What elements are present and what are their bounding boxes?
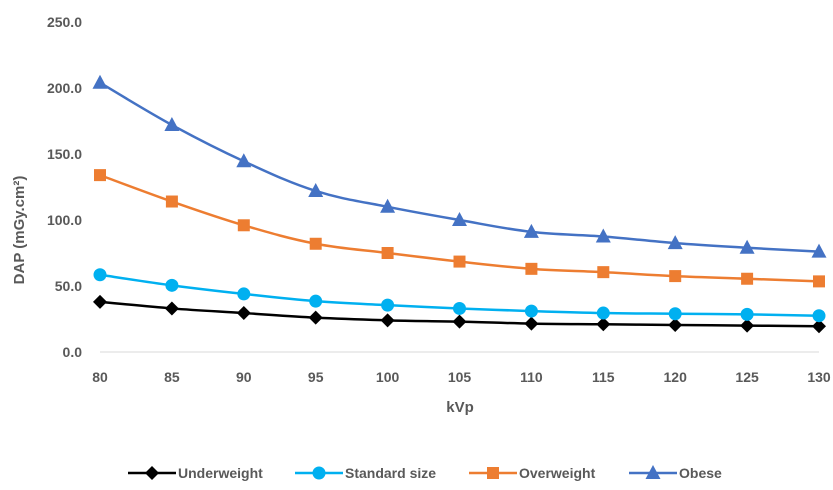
legend-label: Underweight xyxy=(178,465,263,481)
x-tick-label: 120 xyxy=(664,369,688,385)
x-tick-label: 90 xyxy=(236,369,252,385)
data-point-obese xyxy=(164,116,180,131)
legend-swatch-marker xyxy=(145,466,159,480)
data-point-standard-size xyxy=(812,309,826,323)
data-point-underweight xyxy=(452,314,467,329)
legend-item-overweight: Overweight xyxy=(469,465,596,481)
data-point-standard-size xyxy=(93,268,107,282)
data-point-obese xyxy=(380,198,396,213)
x-tick-label: 95 xyxy=(308,369,324,385)
data-point-obese xyxy=(595,228,611,243)
data-point-overweight xyxy=(381,247,394,259)
data-point-overweight xyxy=(309,237,322,250)
data-point-underweight xyxy=(380,313,395,328)
data-point-underweight xyxy=(596,317,611,332)
series-lines xyxy=(99,81,820,328)
x-tick-label: 85 xyxy=(164,369,180,385)
data-point-underweight xyxy=(164,301,179,316)
x-tick-label: 100 xyxy=(376,369,400,385)
legend: Underweight Standard size Overweight Obese xyxy=(128,465,722,481)
data-point-standard-size xyxy=(453,301,466,315)
data-point-obese xyxy=(452,212,467,226)
x-axis-label: kVp xyxy=(446,399,474,416)
x-tick-label: 130 xyxy=(807,369,831,385)
legend-swatch-marker xyxy=(645,465,661,479)
data-point-overweight xyxy=(669,270,682,283)
data-point-underweight xyxy=(668,317,683,332)
legend-label: Overweight xyxy=(519,465,596,481)
data-point-overweight xyxy=(453,255,466,268)
y-axis-ticks: 0.0 50.0 100.0 150.0 200.0 250.0 xyxy=(47,14,82,360)
data-point-underweight xyxy=(236,306,251,321)
y-tick-label: 250.0 xyxy=(47,14,82,30)
data-point-overweight xyxy=(813,275,825,288)
x-tick-label: 110 xyxy=(520,369,543,385)
y-tick-label: 150.0 xyxy=(47,146,82,162)
data-point-underweight xyxy=(93,294,107,309)
legend-label: Standard size xyxy=(345,465,436,481)
data-point-overweight xyxy=(237,219,250,232)
data-point-obese xyxy=(667,235,683,250)
y-tick-label: 0.0 xyxy=(63,344,83,360)
y-axis-label: DAP (mGy.cm²) xyxy=(11,176,28,285)
x-tick-label: 80 xyxy=(92,369,108,385)
data-point-underweight xyxy=(740,318,755,333)
data-point-underweight xyxy=(524,316,539,331)
data-point-obese xyxy=(308,182,324,197)
legend-label: Obese xyxy=(679,465,722,481)
data-point-overweight xyxy=(597,266,610,279)
x-tick-label: 105 xyxy=(448,369,472,385)
data-point-obese xyxy=(236,153,252,168)
data-point-standard-size xyxy=(381,298,395,312)
y-tick-label: 100.0 xyxy=(47,212,82,228)
series-markers xyxy=(92,74,827,334)
data-point-underweight xyxy=(812,319,826,334)
data-point-underweight xyxy=(308,310,323,325)
data-point-standard-size xyxy=(740,307,754,321)
data-point-standard-size xyxy=(524,304,538,318)
data-point-obese xyxy=(739,239,755,254)
legend-swatch-marker xyxy=(487,467,499,479)
data-point-standard-size xyxy=(237,287,251,301)
data-point-standard-size xyxy=(309,294,323,308)
legend-item-underweight: Underweight xyxy=(128,465,263,481)
legend-item-obese: Obese xyxy=(629,465,722,481)
legend-item-standard-size: Standard size xyxy=(295,465,436,481)
x-tick-label: 115 xyxy=(592,369,615,385)
x-axis-ticks: 80 85 90 95 100 105 110 115 120 125 130 xyxy=(92,369,831,385)
data-point-standard-size xyxy=(165,278,179,292)
y-tick-label: 200.0 xyxy=(47,80,82,96)
y-tick-label: 50.0 xyxy=(55,278,82,294)
legend-swatch-marker xyxy=(312,466,326,480)
data-point-standard-size xyxy=(596,306,610,320)
data-point-standard-size xyxy=(668,307,682,321)
data-point-overweight xyxy=(525,262,538,275)
data-point-obese xyxy=(523,223,539,238)
data-point-obese xyxy=(811,243,827,258)
x-tick-label: 125 xyxy=(735,369,759,385)
series-line-obese xyxy=(99,81,820,253)
data-point-overweight xyxy=(165,195,178,208)
data-point-overweight xyxy=(94,169,106,182)
data-point-obese xyxy=(92,74,108,89)
data-point-overweight xyxy=(741,272,754,285)
